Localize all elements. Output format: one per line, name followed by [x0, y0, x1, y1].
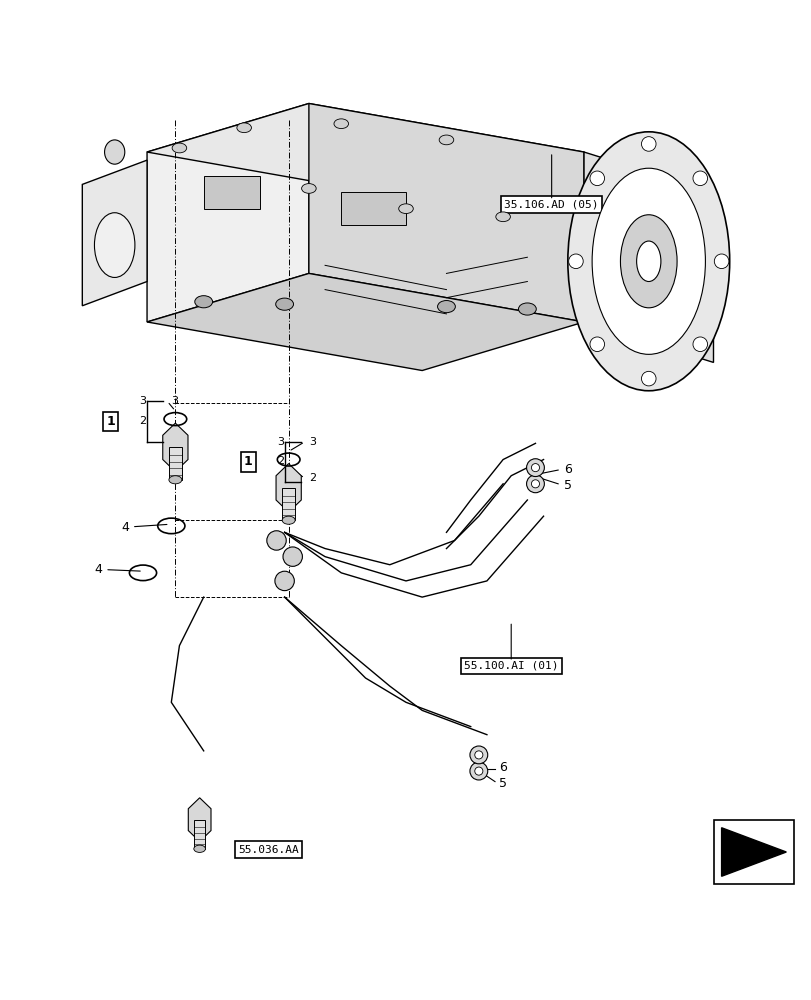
Polygon shape	[147, 273, 583, 371]
Ellipse shape	[591, 168, 705, 354]
Polygon shape	[162, 423, 188, 472]
Ellipse shape	[590, 171, 604, 186]
Ellipse shape	[530, 464, 539, 472]
Circle shape	[267, 531, 286, 550]
Text: 5: 5	[563, 479, 571, 492]
Polygon shape	[308, 103, 583, 322]
Text: 4: 4	[94, 563, 140, 576]
Polygon shape	[583, 152, 713, 362]
Polygon shape	[169, 447, 182, 480]
Text: 1: 1	[243, 455, 252, 468]
Polygon shape	[147, 103, 583, 201]
Text: 3: 3	[277, 437, 284, 447]
Ellipse shape	[169, 476, 182, 484]
Ellipse shape	[105, 140, 125, 164]
Ellipse shape	[641, 371, 655, 386]
Ellipse shape	[518, 303, 535, 315]
Ellipse shape	[439, 135, 453, 145]
Ellipse shape	[568, 254, 582, 269]
Ellipse shape	[714, 254, 728, 269]
Ellipse shape	[620, 215, 676, 308]
Ellipse shape	[526, 475, 543, 493]
Ellipse shape	[567, 132, 729, 391]
Ellipse shape	[474, 751, 483, 759]
FancyBboxPatch shape	[713, 820, 793, 884]
Polygon shape	[194, 820, 205, 849]
Ellipse shape	[526, 459, 543, 477]
Text: 55.036.AA: 55.036.AA	[238, 845, 298, 855]
Text: 1: 1	[106, 415, 115, 428]
Ellipse shape	[437, 301, 455, 313]
Polygon shape	[188, 798, 211, 841]
Ellipse shape	[195, 296, 212, 308]
Text: 4: 4	[121, 521, 167, 534]
Text: 6: 6	[499, 761, 506, 774]
Circle shape	[275, 571, 294, 591]
Polygon shape	[282, 488, 294, 520]
Ellipse shape	[496, 212, 510, 222]
Ellipse shape	[398, 204, 413, 214]
Circle shape	[283, 547, 302, 566]
Polygon shape	[147, 103, 308, 322]
Text: 3: 3	[139, 396, 146, 406]
Polygon shape	[721, 828, 785, 876]
Text: 2: 2	[139, 416, 146, 426]
Ellipse shape	[94, 213, 135, 277]
Text: 5: 5	[499, 777, 506, 790]
Polygon shape	[82, 160, 147, 306]
Text: 6: 6	[563, 463, 571, 476]
Polygon shape	[276, 464, 301, 512]
Ellipse shape	[301, 184, 315, 193]
Ellipse shape	[641, 137, 655, 151]
Ellipse shape	[636, 241, 660, 282]
Ellipse shape	[470, 762, 487, 780]
Ellipse shape	[172, 143, 187, 153]
Polygon shape	[204, 176, 260, 209]
Ellipse shape	[194, 845, 205, 852]
Text: 3: 3	[171, 396, 178, 406]
Text: 2: 2	[308, 473, 315, 483]
Text: 2: 2	[277, 456, 284, 466]
Ellipse shape	[530, 480, 539, 488]
Ellipse shape	[470, 746, 487, 764]
Polygon shape	[341, 192, 406, 225]
Ellipse shape	[276, 298, 293, 310]
Text: 2: 2	[171, 433, 178, 443]
Text: 55.100.AI (01): 55.100.AI (01)	[463, 661, 558, 671]
Ellipse shape	[692, 337, 706, 352]
Ellipse shape	[692, 171, 706, 186]
Text: 35.106.AD (05): 35.106.AD (05)	[504, 200, 599, 210]
Ellipse shape	[590, 337, 604, 352]
Text: 3: 3	[308, 437, 315, 447]
Ellipse shape	[237, 123, 251, 133]
Ellipse shape	[333, 119, 348, 129]
Ellipse shape	[474, 767, 483, 775]
Ellipse shape	[282, 516, 294, 524]
